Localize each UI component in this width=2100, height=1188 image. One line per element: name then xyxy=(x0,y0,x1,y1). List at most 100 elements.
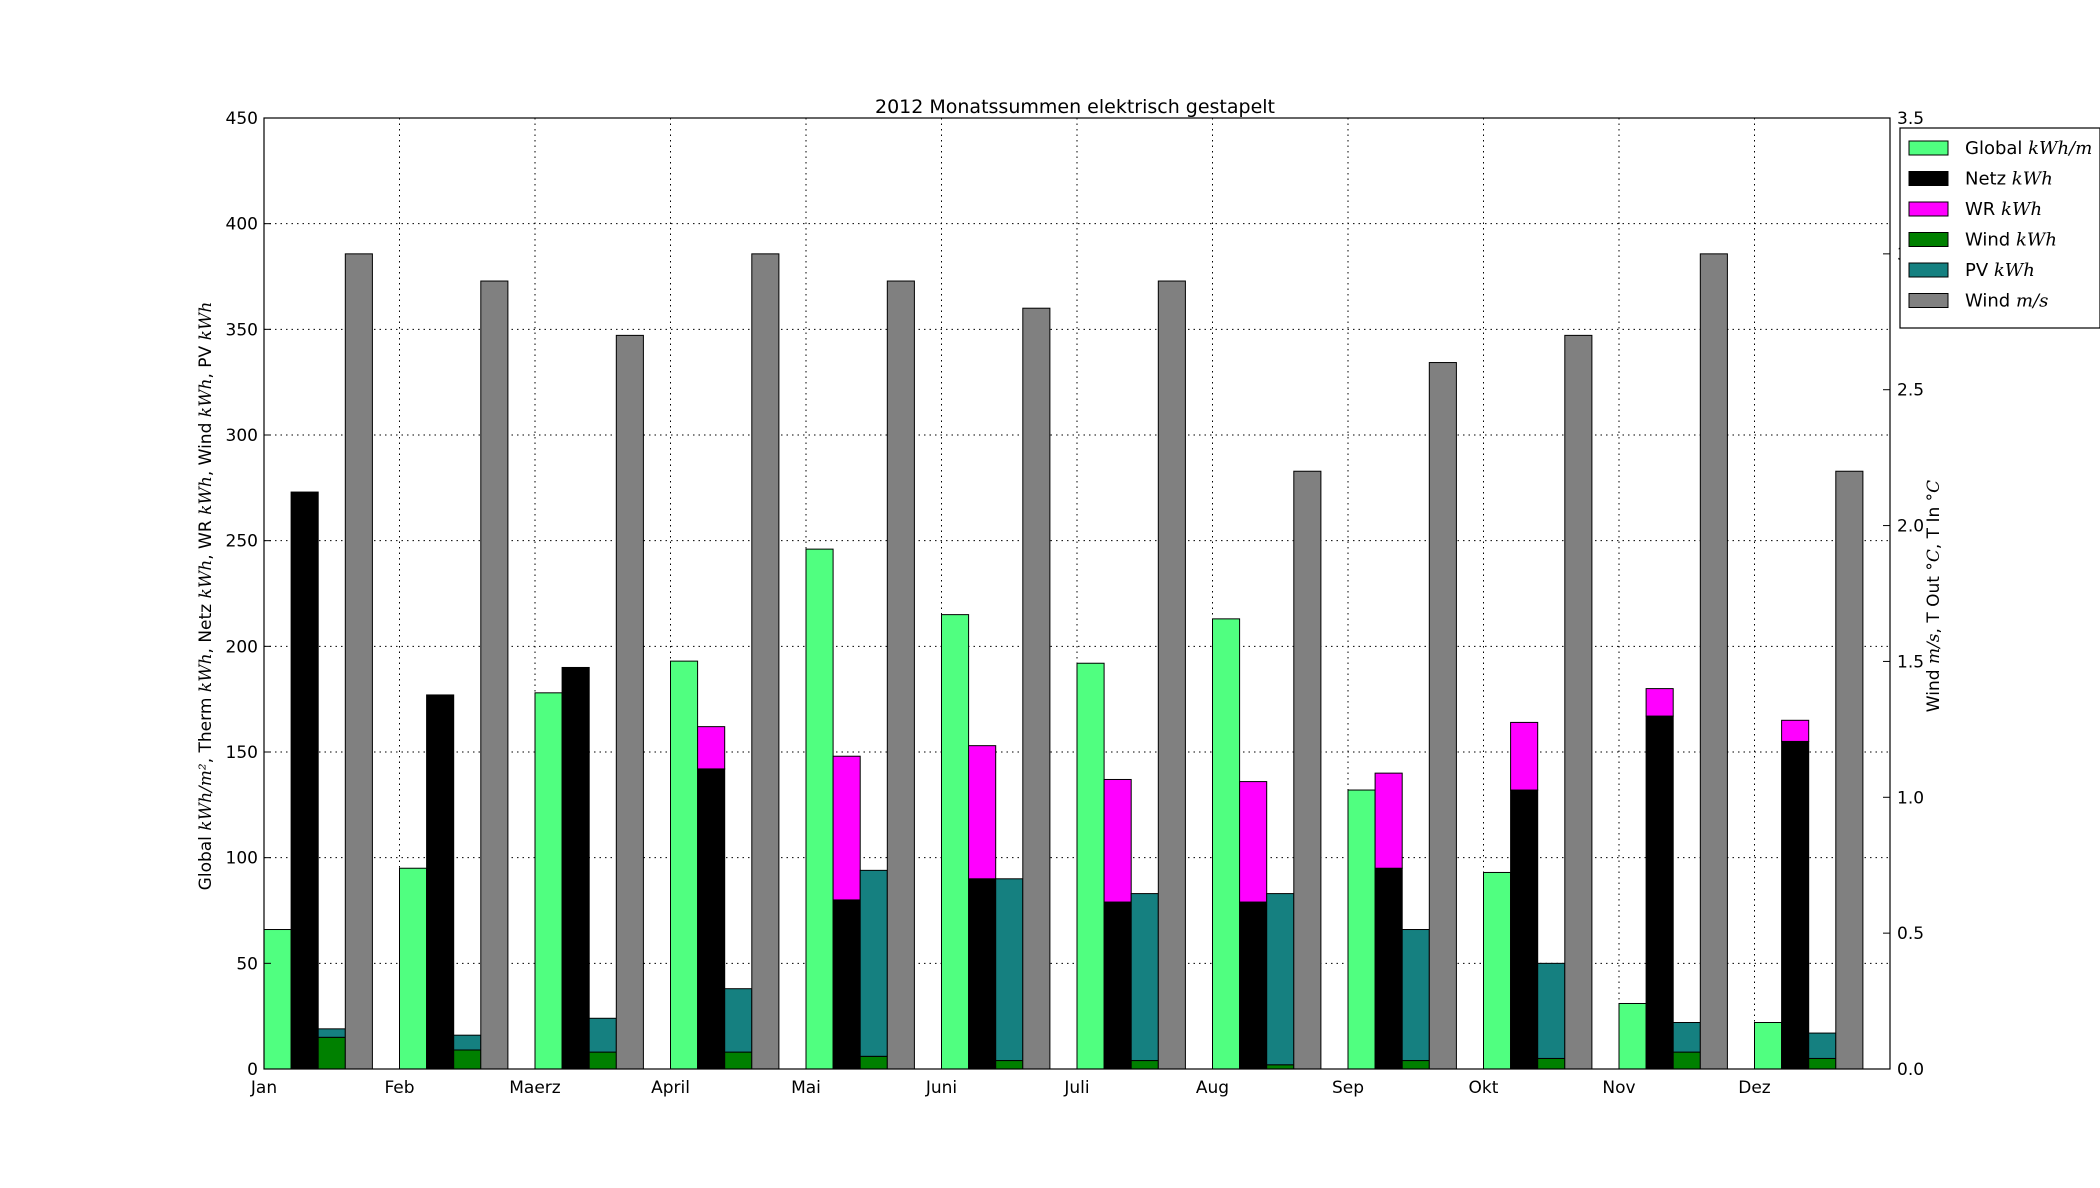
bar-wr xyxy=(697,726,726,770)
bar-netz xyxy=(697,768,726,1070)
bar-netz xyxy=(1239,901,1268,1070)
x-tick-label: April xyxy=(651,1078,690,1098)
bar-netz xyxy=(968,878,997,1070)
legend-label: Netz kWh xyxy=(1965,169,2053,190)
y-tick-label-right: 2.5 xyxy=(1897,381,1924,401)
bar-global xyxy=(670,660,699,1070)
bar-global xyxy=(1076,662,1105,1070)
legend-label: Wind m/s xyxy=(1965,291,2048,312)
y-tick-label-right: 3.5 xyxy=(1897,109,1924,129)
x-tick-label: Juli xyxy=(1063,1078,1089,1098)
bar-netz xyxy=(832,899,861,1070)
bar-wind-ms xyxy=(1157,280,1186,1070)
y-tick-label-left: 350 xyxy=(226,320,258,340)
x-tick-label: Maerz xyxy=(509,1078,561,1098)
bar-netz xyxy=(290,491,319,1070)
y-tick-label-left: 400 xyxy=(226,215,258,235)
bar-pv xyxy=(453,1034,482,1051)
bar-wind-ms xyxy=(1699,253,1728,1070)
bar-wind-kwh xyxy=(588,1051,617,1070)
y-tick-label-right: 1.5 xyxy=(1897,652,1924,672)
bar-wr xyxy=(832,755,861,901)
bar-pv xyxy=(859,869,888,1057)
legend-label: WR kWh xyxy=(1965,199,2042,220)
bar-wr xyxy=(1374,772,1403,869)
bar-wind-kwh xyxy=(453,1049,482,1070)
bar-wind-ms xyxy=(1022,307,1051,1070)
y-tick-label-right: 1.0 xyxy=(1897,788,1924,808)
bar-global xyxy=(399,867,428,1070)
bar-wind-ms xyxy=(344,253,373,1070)
y-tick-label-left: 200 xyxy=(226,637,258,657)
bar-wind-kwh xyxy=(1130,1060,1159,1070)
bar-netz xyxy=(1510,789,1539,1070)
x-tick-label: Jan xyxy=(250,1078,277,1098)
y-tick-label-left: 300 xyxy=(226,426,258,446)
bar-pv xyxy=(588,1017,617,1053)
bar-pv xyxy=(1130,893,1159,1062)
bar-wind-kwh xyxy=(859,1055,888,1070)
bar-wr xyxy=(1510,721,1539,791)
bar-pv xyxy=(1401,929,1430,1062)
chart-title: 2012 Monatssummen elektrisch gestapelt xyxy=(875,96,1275,118)
legend-label: PV kWh xyxy=(1965,260,2035,281)
bar-global xyxy=(1483,871,1512,1070)
bar-netz xyxy=(1645,715,1674,1070)
y-axis-label-right: Wind m/s, T Out °C, T In °C xyxy=(1924,480,1944,712)
y-tick-label-left: 250 xyxy=(226,532,258,552)
bar-global xyxy=(1212,618,1241,1070)
bars xyxy=(263,253,1864,1070)
bar-global xyxy=(1754,1022,1783,1070)
bar-pv xyxy=(724,988,753,1053)
bar-global xyxy=(941,614,970,1070)
x-tick-label: Feb xyxy=(384,1078,414,1098)
y-tick-label-left: 0 xyxy=(247,1060,258,1080)
bar-global xyxy=(1347,789,1376,1070)
bar-pv xyxy=(1672,1022,1701,1053)
bar-pv xyxy=(1808,1032,1837,1059)
x-tick-label: Dez xyxy=(1738,1078,1771,1098)
x-tick-label: Nov xyxy=(1602,1078,1635,1098)
legend-swatch xyxy=(1908,201,1949,217)
y-tick-label-left: 100 xyxy=(226,849,258,869)
legend-swatch xyxy=(1908,140,1949,156)
bar-global xyxy=(534,692,563,1070)
y-tick-label-right: 0.5 xyxy=(1897,924,1924,944)
x-tick-label: Mai xyxy=(791,1078,821,1098)
bar-wind-ms xyxy=(1428,362,1457,1070)
bar-wind-kwh xyxy=(1266,1064,1295,1070)
bar-wr xyxy=(1103,778,1132,903)
y-tick-label-left: 50 xyxy=(236,954,258,974)
bar-netz xyxy=(1374,867,1403,1070)
y-tick-label-right: 2.0 xyxy=(1897,517,1924,537)
bar-wr xyxy=(1645,688,1674,717)
bar-wind-kwh xyxy=(1537,1057,1566,1070)
legend-swatch xyxy=(1908,232,1949,247)
bar-wind-kwh xyxy=(1401,1060,1430,1070)
x-tick-label: Okt xyxy=(1469,1078,1499,1098)
bar-wind-kwh xyxy=(317,1036,346,1070)
bar-pv xyxy=(1266,893,1295,1066)
bar-netz xyxy=(1781,740,1810,1070)
bar-wind-kwh xyxy=(724,1051,753,1070)
legend-swatch xyxy=(1908,171,1949,186)
bar-wind-kwh xyxy=(1808,1057,1837,1070)
legend: Global kWh/m Netz kWh WR kWh Wind kWh PV kWh… xyxy=(1899,127,2100,329)
bar-wind-ms xyxy=(1293,470,1322,1070)
bar-wind-ms xyxy=(1564,334,1593,1070)
bar-wr xyxy=(1781,719,1810,742)
bar-pv xyxy=(317,1028,346,1038)
x-tick-label: Sep xyxy=(1332,1078,1364,1098)
bar-wind-ms xyxy=(615,334,644,1070)
bar-wr xyxy=(968,745,997,880)
y-tick-label-right: 0.0 xyxy=(1897,1060,1924,1080)
bar-netz xyxy=(1103,901,1132,1070)
bar-wind-ms xyxy=(1835,470,1864,1070)
bar-netz xyxy=(561,666,590,1070)
bar-wind-kwh xyxy=(995,1060,1024,1070)
legend-swatch xyxy=(1908,293,1949,308)
bar-pv xyxy=(995,878,1024,1062)
bar-wind-ms xyxy=(751,253,780,1070)
x-tick-label: Juni xyxy=(925,1078,957,1098)
